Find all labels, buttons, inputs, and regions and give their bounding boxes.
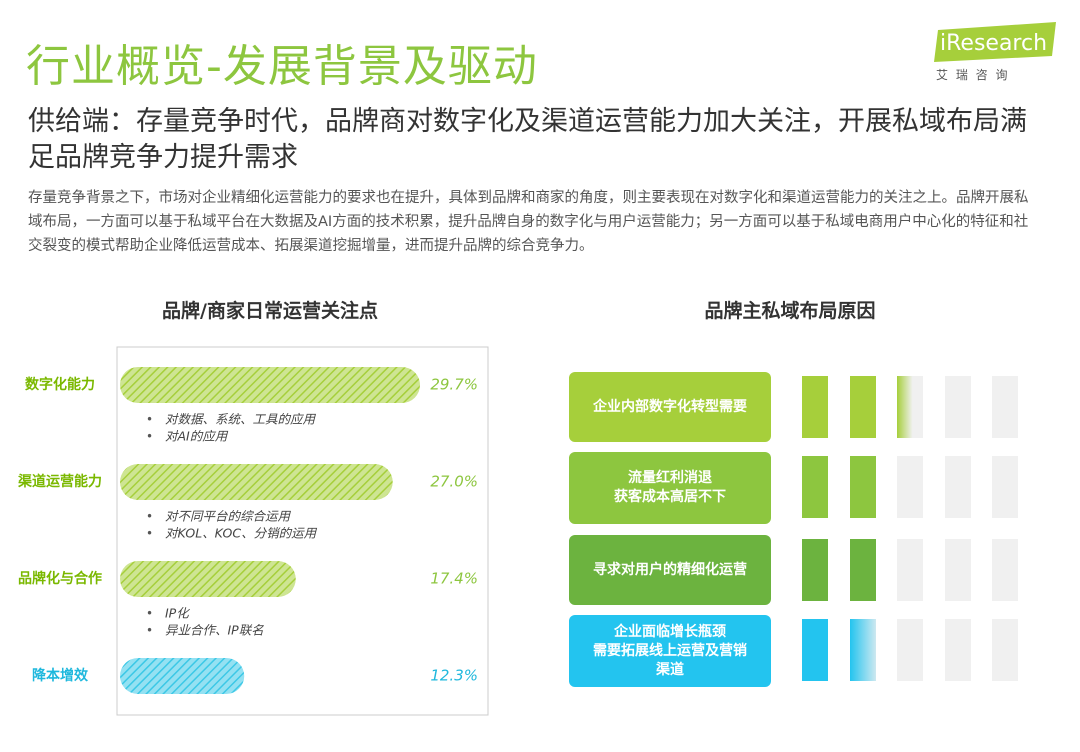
rating-fill	[802, 619, 828, 681]
rating-row	[802, 376, 1018, 438]
rating-slot	[992, 619, 1018, 681]
bar	[120, 367, 420, 403]
reason-box: 企业内部数字化转型需要	[569, 372, 771, 442]
reason-box: 流量红利消退 获客成本高居不下	[569, 452, 771, 524]
value-label: 12.3%	[430, 667, 478, 685]
rating-fill	[802, 376, 828, 438]
subtitle: 供给端：存量竞争时代，品牌商对数字化及渠道运营能力加大关注，开展私域布局满足品牌…	[28, 106, 1027, 173]
rating-fill	[802, 456, 828, 518]
note: 对不同平台的综合运用	[165, 509, 292, 524]
category-label: 品牌化与合作	[18, 570, 102, 587]
note-bullet: •	[146, 413, 153, 427]
rating-fill	[897, 376, 923, 438]
rating-slot	[944, 539, 971, 601]
note-bullet: •	[146, 624, 153, 638]
logo-text: iResearch	[940, 31, 1047, 56]
rating-slot	[802, 619, 828, 681]
logo: iResearch	[934, 22, 1056, 62]
note-bullet: •	[146, 607, 153, 621]
paragraph: 存量竞争背景之下，市场对企业精细化运营能力的要求也在提升，具体到品牌和商家的角度…	[28, 190, 1029, 254]
rating-slot	[849, 539, 876, 601]
note: IP化	[165, 606, 190, 621]
rating-fill	[849, 456, 876, 518]
category-label: 降本增效	[32, 667, 89, 684]
bar	[120, 658, 245, 694]
logo-sub: 艾 瑞 咨 询	[936, 68, 1010, 82]
rating-slot	[849, 619, 876, 681]
title: 行业概览-发展背景及驱动	[26, 41, 538, 92]
rating-slot	[944, 619, 971, 681]
frame	[116, 346, 489, 716]
rating-slot	[944, 376, 971, 438]
category-label: 渠道运营能力	[17, 473, 102, 490]
rating-slot	[849, 376, 876, 438]
rating-fill	[849, 619, 876, 681]
chart-title: 品牌/商家日常运营关注点	[162, 300, 378, 322]
rating-slot	[802, 539, 828, 601]
rating-slot	[802, 456, 828, 518]
reason-box: 寻求对用户的精细化运营	[569, 535, 771, 605]
chart-title: 品牌主私域布局原因	[704, 300, 876, 322]
rating-fill	[849, 376, 876, 438]
note-bullet: •	[146, 430, 153, 444]
note: 异业合作、IP联名	[165, 623, 264, 638]
rating-slot	[897, 456, 923, 518]
bar	[120, 561, 296, 597]
bar	[120, 464, 393, 500]
rating-slot	[992, 456, 1018, 518]
rating-slot	[897, 376, 923, 438]
rating-fill	[802, 539, 828, 601]
note-bullet: •	[146, 527, 153, 541]
note: 对AI的应用	[165, 429, 229, 444]
rating-slot	[802, 376, 828, 438]
rating-slot	[897, 619, 923, 681]
note-bullet: •	[146, 510, 153, 524]
rating-slot	[992, 376, 1018, 438]
value-label: 17.4%	[430, 570, 478, 588]
rating-slot	[992, 539, 1018, 601]
note: 对数据、系统、工具的应用	[165, 412, 317, 427]
category-label: 数字化能力	[25, 376, 95, 393]
logo-shape	[934, 22, 1056, 62]
reason-box: 企业面临增长瓶颈 需要拓展线上运营及营销 渠道	[569, 615, 771, 687]
rating-row	[802, 539, 1018, 601]
value-label: 27.0%	[430, 473, 478, 491]
rating-row	[802, 456, 1018, 518]
rating-slot	[849, 456, 876, 518]
rating-fill	[849, 539, 876, 601]
rating-slot	[897, 539, 923, 601]
rating-row	[802, 619, 1018, 681]
value-label: 29.7%	[430, 376, 478, 394]
rating-slot	[944, 456, 971, 518]
note: 对KOL、KOC、分销的运用	[165, 526, 318, 541]
